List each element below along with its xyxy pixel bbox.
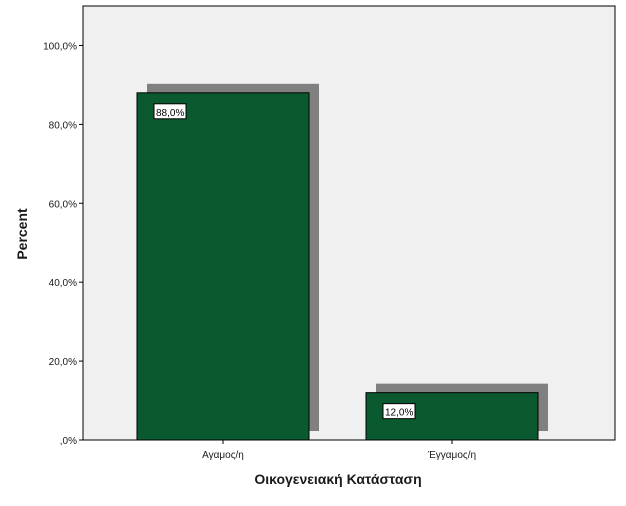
y-tick-label: 100,0% xyxy=(43,41,77,52)
data-label: 12,0% xyxy=(385,408,413,419)
bars-layer: 88,0% 12,0% xyxy=(136,83,548,441)
y-tick-label: 40,0% xyxy=(49,278,77,289)
x-tick-label: Έγγαμος/η xyxy=(427,450,476,461)
data-label-box xyxy=(382,403,416,420)
bar xyxy=(365,392,539,441)
y-tick-label: 60,0% xyxy=(49,199,77,210)
y-axis: ,0% 20,0% 40,0% 60,0% 80,0% 100,0% xyxy=(43,41,83,447)
y-tick-label: 80,0% xyxy=(49,120,77,131)
x-axis: Αγαμος/η Έγγαμος/η xyxy=(202,440,476,461)
y-axis-title: Percent xyxy=(14,208,30,260)
bar xyxy=(136,92,310,441)
y-tick-label: ,0% xyxy=(60,436,77,447)
data-label: 88,0% xyxy=(156,108,184,119)
x-tick-label: Αγαμος/η xyxy=(202,450,244,461)
y-tick-label: 20,0% xyxy=(49,357,77,368)
x-axis-title: Οικογενειακή Κατάσταση xyxy=(254,471,421,487)
data-label-box xyxy=(153,103,187,120)
